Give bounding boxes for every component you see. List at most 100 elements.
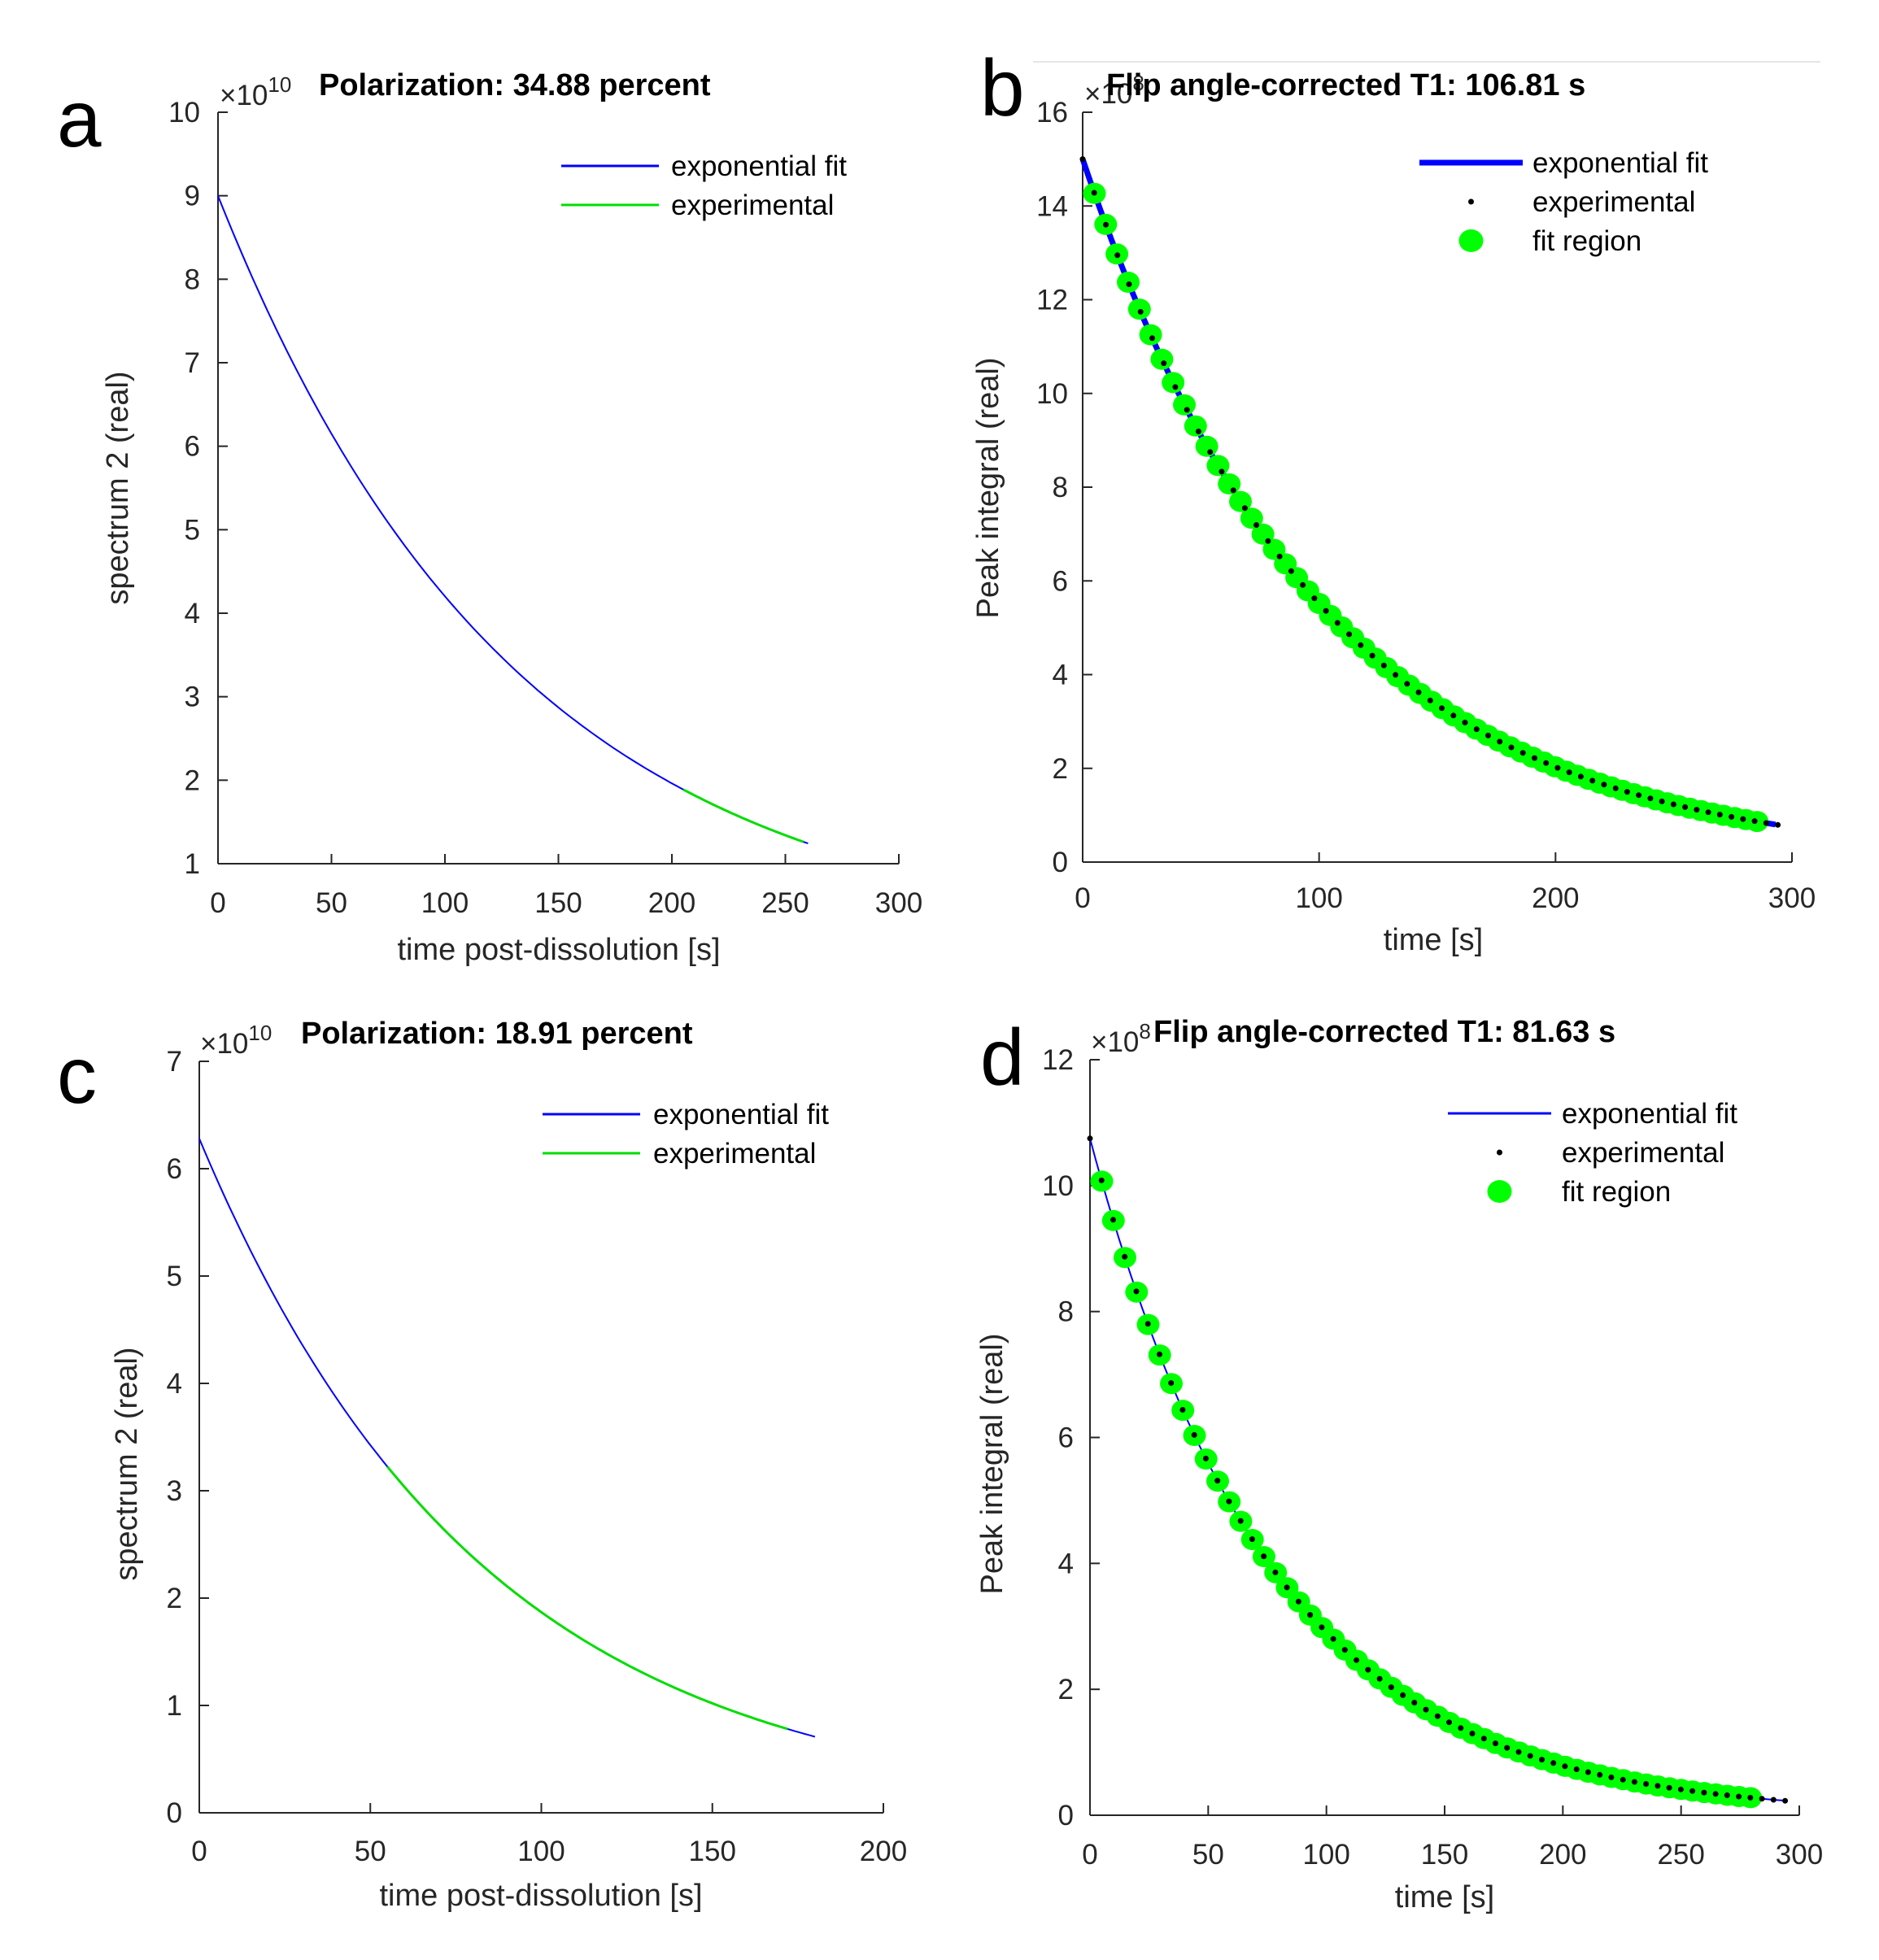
- x-axis-label-d: time [s]: [1395, 1880, 1494, 1914]
- experimental-point-b: [1450, 712, 1457, 719]
- experimental-point-d: [1307, 1612, 1314, 1618]
- experimental-point-b: [1462, 719, 1468, 725]
- experimental-point-b: [1682, 804, 1689, 810]
- experimental-point-d: [1666, 1784, 1672, 1791]
- chart-panel-c: 0 50 100 150 200 0 1 2 3 4 5 6 7 ×1010 Polarization: 1…: [110, 1017, 907, 1913]
- fit-region-point-b: [1127, 298, 1151, 320]
- y-tick-label-a: 9: [185, 181, 200, 212]
- experimental-point-d: [1144, 1321, 1151, 1327]
- series-line-exponential-fit-a: [217, 195, 809, 845]
- experimental-point-d: [1736, 1793, 1742, 1800]
- y-tick-label-a: 2: [185, 764, 200, 796]
- experimental-point-b: [1288, 568, 1294, 574]
- legend-label-experimental-c: experimental: [653, 1138, 816, 1169]
- experimental-point-d: [1168, 1380, 1175, 1386]
- experimental-point-b: [1543, 760, 1550, 766]
- x-tick-label-a: 250: [761, 887, 809, 919]
- experimental-point-d: [1110, 1217, 1116, 1223]
- y-tick-label-d: 12: [1042, 1044, 1074, 1076]
- legend-label-exponential-fit-a: exponential fit: [671, 150, 847, 182]
- experimental-point-d: [1469, 1731, 1476, 1736]
- experimental-point-d: [1631, 1779, 1637, 1785]
- x-axis-label-c: time post-dissolution [s]: [379, 1879, 702, 1913]
- experimental-point-b: [1519, 750, 1526, 756]
- experimental-point-d: [1354, 1657, 1360, 1663]
- y-exponent-c: ×1010: [200, 1021, 272, 1060]
- series-line-exponential-fit-c: [198, 1138, 816, 1738]
- fit-region-point-b: [1150, 348, 1174, 370]
- panel-letter-a: a: [57, 74, 102, 163]
- y-tick-label-a: 4: [185, 598, 200, 629]
- experimental-point-b: [1485, 732, 1491, 738]
- y-tick-label-d: 6: [1058, 1422, 1074, 1454]
- y-tick-label-c: 1: [167, 1690, 182, 1722]
- y-tick-label-c: 4: [167, 1368, 182, 1400]
- experimental-point-b: [1404, 681, 1410, 687]
- experimental-point-d: [1365, 1666, 1371, 1673]
- experimental-point-b: [1207, 449, 1214, 455]
- legend-label-exponential-fit-c: exponential fit: [653, 1099, 829, 1130]
- experimental-point-b: [1716, 812, 1723, 818]
- y-tick-label-b: 6: [1053, 565, 1068, 597]
- experimental-point-d: [1654, 1783, 1661, 1789]
- x-tick-label-d: 100: [1302, 1839, 1349, 1871]
- experimental-point-d: [1770, 1797, 1777, 1803]
- experimental-point-b: [1554, 764, 1561, 771]
- experimental-point-d: [1341, 1647, 1348, 1653]
- experimental-point-b: [1103, 221, 1109, 228]
- y-tick-label-b: 0: [1053, 847, 1068, 878]
- experimental-point-b: [1566, 769, 1572, 776]
- experimental-point-b: [1705, 809, 1711, 816]
- experimental-point-d: [1191, 1431, 1197, 1438]
- experimental-point-b: [1439, 705, 1445, 712]
- panel-letter-d: d: [980, 1013, 1025, 1102]
- y-tick-label-d: 10: [1042, 1170, 1074, 1202]
- x-axis-label-a: time post-dissolution [s]: [397, 933, 720, 967]
- fit-region-point-b: [1206, 455, 1230, 477]
- experimental-point-d: [1330, 1636, 1336, 1642]
- experimental-point-d: [1133, 1288, 1140, 1295]
- experimental-point-b: [1577, 773, 1584, 780]
- experimental-point-d: [1098, 1177, 1105, 1183]
- y-tick-label-b: 4: [1053, 660, 1068, 691]
- experimental-point-d: [1597, 1771, 1603, 1778]
- y-tick-label-c: 3: [167, 1475, 182, 1507]
- x-tick-label-d: 50: [1192, 1839, 1224, 1871]
- experimental-point-b: [1740, 816, 1746, 822]
- series-line-experimental-c: [386, 1466, 788, 1731]
- experimental-point-b: [1195, 429, 1201, 434]
- y-tick-label-c: 7: [167, 1046, 182, 1078]
- x-tick-label-d: 200: [1539, 1839, 1586, 1871]
- fit-region-point-b: [1139, 324, 1162, 346]
- experimental-point-d: [1434, 1713, 1441, 1719]
- x-tick-label-c: 50: [355, 1836, 386, 1867]
- experimental-point-d: [1515, 1749, 1522, 1755]
- experimental-point-b: [1334, 620, 1341, 626]
- experimental-point-b: [1670, 801, 1676, 808]
- experimental-point-d: [1214, 1478, 1221, 1484]
- y-exponent-b: ×108: [1084, 71, 1144, 110]
- chart-title-a: Polarization: 34.88 percent: [319, 68, 711, 102]
- x-tick-label-c: 100: [517, 1836, 565, 1867]
- x-tick-label-d: 300: [1776, 1839, 1823, 1871]
- experimental-point-b: [1276, 553, 1283, 560]
- y-tick-label-a: 5: [185, 514, 200, 546]
- experimental-point-b: [1393, 672, 1399, 678]
- y-tick-label-a: 6: [185, 431, 200, 463]
- experimental-point-d: [1782, 1797, 1789, 1804]
- y-tick-label-b: 16: [1036, 97, 1068, 128]
- y-axis-label-c: spectrum 2 (real): [110, 1347, 144, 1580]
- experimental-point-b: [1184, 407, 1190, 413]
- experimental-point-d: [1504, 1744, 1511, 1751]
- experimental-point-d: [1122, 1253, 1128, 1260]
- experimental-point-d: [1573, 1766, 1580, 1772]
- experimental-point-b: [1508, 744, 1515, 751]
- experimental-point-b: [1624, 789, 1630, 795]
- experimental-point-d: [1284, 1584, 1290, 1591]
- experimental-point-b: [1358, 642, 1364, 648]
- experimental-point-d: [1261, 1553, 1267, 1560]
- x-tick-label-a: 150: [534, 887, 582, 919]
- experimental-point-d: [1458, 1725, 1464, 1731]
- experimental-point-b: [1126, 281, 1132, 287]
- y-tick-label-a: 10: [168, 97, 200, 128]
